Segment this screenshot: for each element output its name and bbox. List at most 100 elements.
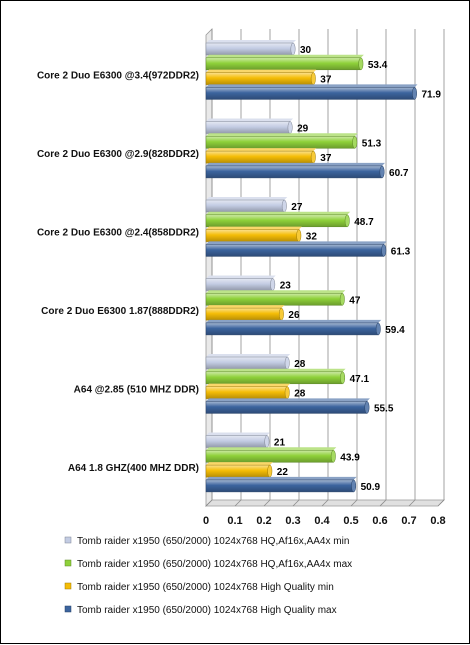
gridlines	[205, 29, 445, 507]
bar-top-face	[206, 69, 317, 73]
legend-item: Tomb raider x1950 (650/2000) 1024x768 Hi…	[64, 605, 337, 616]
bar-end-cap	[344, 214, 350, 228]
bar-front-face	[205, 150, 314, 164]
bar	[205, 197, 288, 213]
bar	[205, 447, 337, 463]
bar	[205, 40, 296, 56]
bar-front-face	[205, 72, 314, 85]
bar	[205, 354, 291, 370]
bar-front-face	[205, 322, 379, 336]
bar-top-face	[206, 432, 270, 436]
data-label: 21	[274, 438, 286, 449]
bar-end-cap	[352, 136, 358, 149]
bar-front-face	[205, 479, 354, 493]
bar-front-face	[205, 386, 288, 399]
bar-front-face	[205, 214, 348, 228]
value-labels: 30 53.4 37 71.9 29 51.3 37 60.7 27 48.7 32 61.3 23 47…	[274, 45, 442, 493]
data-label: 71.9	[422, 89, 442, 100]
data-label: 60.7	[389, 168, 409, 179]
bar-front-face	[205, 121, 291, 134]
data-label: 37	[320, 75, 332, 86]
bar	[205, 226, 302, 242]
bar-top-face	[206, 118, 294, 122]
bar-top-face	[206, 462, 273, 466]
bar	[205, 368, 346, 385]
bar	[205, 211, 351, 228]
data-label: 30	[300, 45, 312, 56]
data-label: 50.9	[361, 482, 381, 493]
bar-top-face	[206, 226, 302, 230]
bar-end-cap	[358, 57, 364, 71]
gridline-floor	[408, 499, 416, 507]
bar-top-face	[206, 319, 382, 323]
bar-end-cap	[284, 356, 290, 370]
bar-front-face	[205, 57, 362, 71]
legend-swatch	[64, 605, 72, 613]
bar	[205, 275, 276, 291]
data-label: 48.7	[354, 217, 374, 228]
bar-end-cap	[351, 479, 357, 493]
data-label: 47	[349, 295, 361, 306]
x-tick-label: 0.2	[256, 515, 271, 527]
data-label: 53.4	[368, 60, 388, 71]
bar	[205, 133, 358, 149]
bar	[205, 383, 291, 399]
bar-front-face	[205, 401, 368, 414]
bar-top-face	[206, 305, 285, 309]
bars	[205, 40, 418, 493]
gridline-floor	[263, 499, 271, 507]
x-tick-label: 0.4	[314, 515, 330, 527]
data-label: 61.3	[391, 246, 411, 257]
data-label: 32	[306, 232, 318, 243]
bar-front-face	[205, 136, 356, 149]
category-label: A64 @2.85 (510 MHZ DDR)	[74, 384, 199, 395]
bar	[205, 319, 382, 336]
data-label: 27	[291, 202, 303, 213]
data-label: 26	[288, 310, 300, 321]
bar-end-cap	[379, 165, 385, 179]
bar-front-face	[205, 293, 343, 306]
category-label: Core 2 Duo E6300 @3.4(972DDR2)	[37, 70, 199, 81]
bar	[205, 398, 370, 414]
bar-top-face	[206, 275, 276, 279]
legend-label: Tomb raider x1950 (650/2000) 1024x768 HQ…	[77, 559, 352, 570]
bar-end-cap	[284, 386, 290, 399]
bar-top-face	[206, 148, 317, 152]
legend: Tomb raider x1950 (650/2000) 1024x768 HQ…	[64, 536, 352, 616]
bar-end-cap	[330, 450, 336, 463]
bar-top-face	[206, 447, 337, 451]
bar	[205, 118, 294, 134]
x-tick-label: 0.8	[430, 515, 445, 527]
bar-front-face	[205, 199, 285, 213]
legend-swatch	[64, 559, 72, 567]
data-label: 43.9	[340, 452, 360, 463]
bar-top-face	[206, 40, 296, 43]
bar-end-cap	[290, 42, 296, 56]
bar-end-cap	[375, 322, 381, 336]
bar-front-face	[205, 42, 294, 56]
bar-end-cap	[267, 464, 273, 478]
x-tick-label: 0.7	[401, 515, 416, 527]
bar	[205, 148, 317, 164]
bar-end-cap	[339, 293, 345, 306]
x-tick-label: 0.6	[372, 515, 387, 527]
bar	[205, 290, 346, 306]
legend-swatch	[64, 536, 72, 544]
bar	[205, 305, 285, 321]
data-label: 37	[320, 153, 332, 164]
category-label: Core 2 Duo E6300 1.87(888DDR2)	[41, 306, 199, 317]
x-tick-label: 0	[203, 515, 209, 527]
bar-top-face	[206, 54, 364, 58]
data-label: 55.5	[374, 403, 394, 414]
bar-end-cap	[270, 278, 276, 291]
bar-top-face	[206, 398, 370, 402]
bar-front-face	[205, 450, 334, 463]
legend-item: Tomb raider x1950 (650/2000) 1024x768 Hi…	[64, 582, 334, 593]
bar-end-cap	[264, 435, 270, 448]
bar-end-cap	[310, 72, 316, 85]
bar-front-face	[205, 356, 288, 370]
bar-end-cap	[340, 371, 346, 385]
bar-top-face	[206, 197, 288, 200]
gridline-floor	[350, 499, 358, 507]
